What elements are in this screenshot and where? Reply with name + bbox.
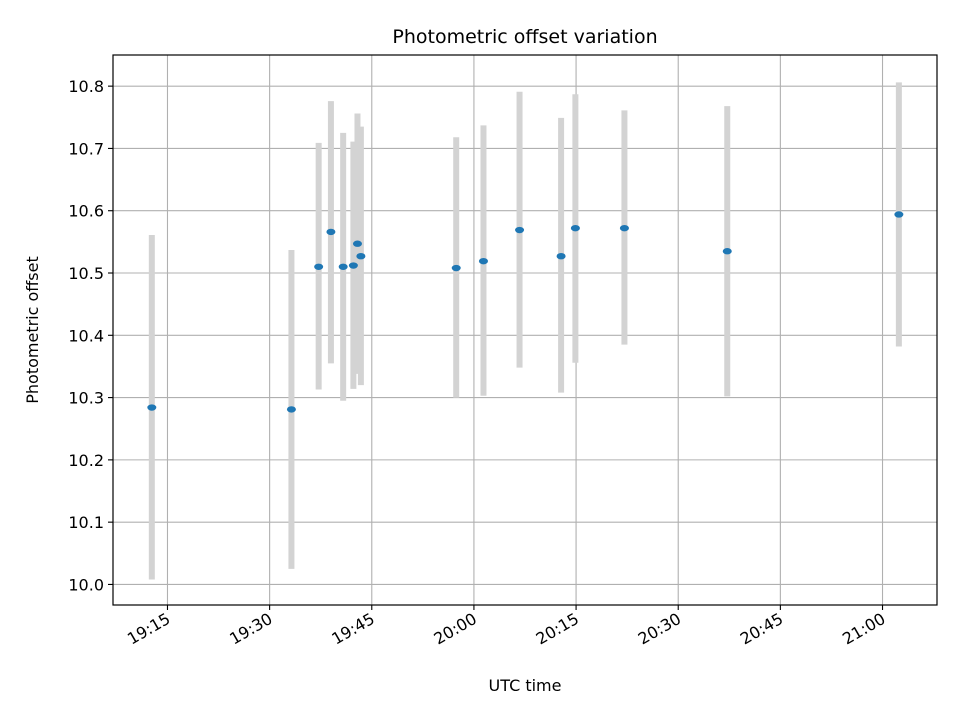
y-tick-label: 10.5 bbox=[68, 264, 104, 283]
data-point bbox=[147, 404, 157, 411]
data-point bbox=[515, 226, 525, 234]
x-axis-label: UTC time bbox=[489, 676, 562, 695]
data-point bbox=[619, 224, 629, 232]
grid bbox=[113, 55, 937, 605]
data-point bbox=[356, 252, 366, 260]
data-points bbox=[147, 211, 904, 413]
data-point bbox=[451, 264, 461, 272]
data-point bbox=[352, 240, 362, 247]
y-tick-label: 10.2 bbox=[68, 451, 104, 470]
data-point bbox=[326, 228, 336, 236]
data-point bbox=[286, 406, 296, 413]
y-tick-label: 10.0 bbox=[68, 575, 104, 594]
data-point bbox=[338, 263, 348, 270]
y-tick-label: 10.7 bbox=[68, 139, 104, 158]
y-axis-label: Photometric offset bbox=[23, 256, 42, 404]
y-tick-label: 10.1 bbox=[68, 513, 104, 532]
chart-title: Photometric offset variation bbox=[392, 26, 657, 48]
data-point bbox=[570, 224, 580, 232]
y-axis-ticks: 10.0 10.1 10.2 10.3 10.4 10.5 10.6 10.7 10.8 bbox=[68, 77, 113, 594]
data-point bbox=[314, 263, 324, 270]
data-point bbox=[894, 211, 904, 218]
data-point bbox=[556, 252, 566, 260]
y-tick-label: 10.8 bbox=[68, 77, 104, 96]
y-tick-label: 10.4 bbox=[68, 326, 104, 345]
data-point bbox=[348, 262, 358, 269]
data-point bbox=[478, 257, 488, 265]
y-tick-label: 10.6 bbox=[68, 202, 104, 221]
plot-frame bbox=[112, 54, 938, 606]
y-tick-label: 10.3 bbox=[68, 389, 104, 408]
data-point bbox=[722, 248, 732, 255]
